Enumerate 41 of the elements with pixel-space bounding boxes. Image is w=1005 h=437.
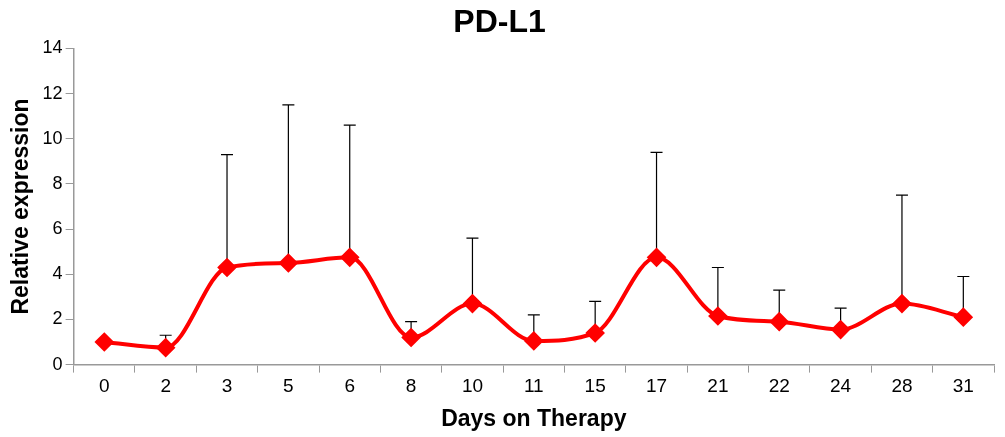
chart-title: PD-L1 (453, 3, 546, 40)
y-tick-label: 0 (52, 353, 63, 374)
x-tick-label: 2 (160, 375, 171, 397)
y-tick-label: 8 (52, 172, 63, 193)
point (831, 320, 850, 339)
x-tick-label: 10 (461, 375, 484, 397)
point (402, 328, 421, 347)
x-tick-label: 17 (645, 375, 668, 397)
point (95, 333, 114, 352)
point (524, 331, 543, 350)
x-tick-label: 15 (584, 375, 606, 397)
point (463, 294, 482, 313)
x-tick-label: 5 (283, 375, 294, 397)
x-tick-label: 8 (405, 375, 417, 397)
point (156, 338, 175, 357)
y-tick-label: 2 (52, 308, 63, 329)
y-tick-label: 6 (52, 218, 63, 239)
x-tick-label: 21 (707, 375, 729, 397)
y-tick-label: 14 (42, 37, 63, 58)
x-tick-label: 3 (221, 375, 233, 397)
point (340, 248, 359, 267)
point (647, 248, 666, 267)
x-tick-label: 22 (768, 375, 790, 397)
point (708, 307, 727, 326)
x-tick-label: 28 (891, 375, 913, 397)
y-tick-label: 10 (42, 127, 63, 148)
point (279, 253, 298, 272)
x-tick-label: 11 (523, 375, 544, 397)
y-tick-label: 4 (52, 263, 63, 284)
point (586, 323, 605, 342)
x-axis-title: Days on Therapy (441, 404, 627, 431)
point (954, 308, 973, 327)
x-tick-label: 6 (344, 375, 356, 397)
point (218, 258, 237, 277)
x-tick-label: 24 (830, 375, 852, 397)
point (770, 312, 789, 331)
y-tick-label: 12 (42, 82, 63, 103)
y-axis-title: Relative expression (7, 98, 34, 315)
x-tick-label: 31 (952, 375, 974, 397)
point (892, 294, 911, 313)
x-tick-label: 0 (99, 375, 110, 397)
